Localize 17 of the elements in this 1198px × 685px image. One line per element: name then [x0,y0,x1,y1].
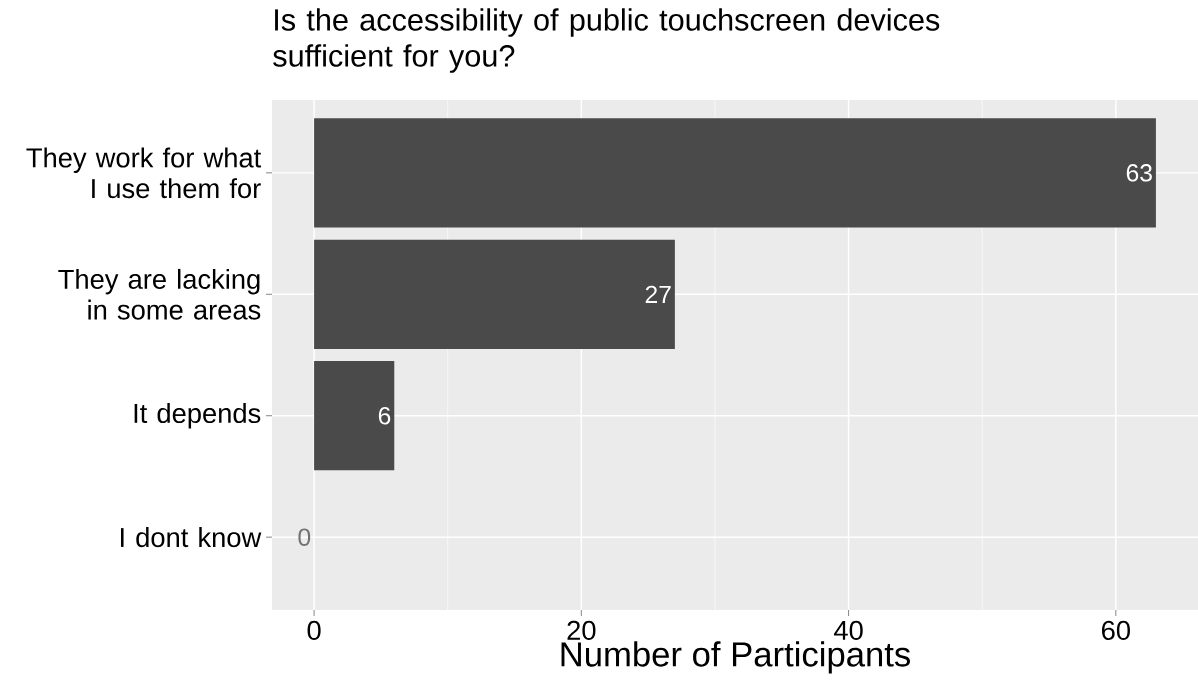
bar [314,118,1156,228]
x-tick-label: 40 [834,620,863,641]
x-axis-title: Number of Participants [561,641,910,674]
y-tick-label: I dont know [121,527,262,548]
x-tick-label: 0 [307,620,321,641]
y-tick-label: It depends [134,402,261,429]
data-label: 27 [645,285,671,303]
x-tick-label: 60 [1102,620,1130,641]
data-label: 63 [1126,164,1152,182]
data-label: 6 [378,406,391,425]
bar [314,239,675,349]
data-label: 0 [298,528,311,546]
x-tick-label: 20 [567,620,596,641]
y-tick-label: They work for what I use them for [26,147,262,199]
y-tick-label: They are lacking in some areas [58,268,261,320]
bar [314,361,395,471]
chart-title: Is the accessibility of public touchscreen devices sufficient for you? [273,8,940,73]
